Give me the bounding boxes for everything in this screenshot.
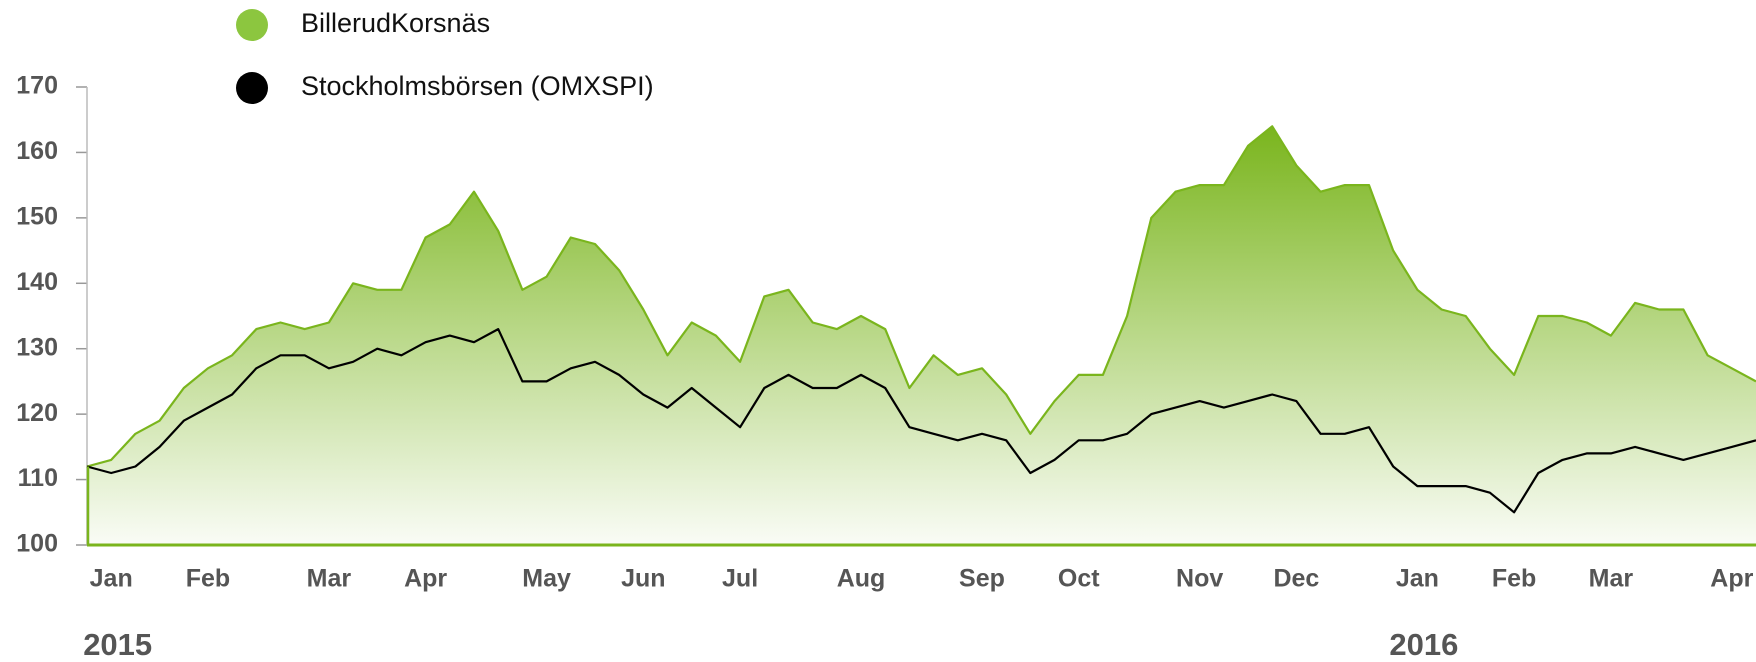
year-label: 2015 (83, 627, 152, 662)
y-tick-label: 140 (16, 268, 58, 296)
x-tick-label: Feb (1492, 565, 1536, 593)
year-label: 2016 (1389, 627, 1458, 662)
x-tick-label: Jun (621, 565, 665, 593)
y-tick-label: 150 (16, 202, 58, 230)
legend-swatch (236, 9, 268, 41)
y-tick-label: 110 (18, 464, 58, 492)
x-tick-label: Jul (722, 565, 758, 593)
legend-label: BillerudKorsnäs (301, 8, 490, 38)
legend-swatch (236, 72, 268, 104)
y-tick-label: 130 (16, 333, 58, 361)
line (86, 328, 1756, 514)
x-tick-label: Apr (404, 565, 447, 593)
x-tick-label: Mar (307, 565, 352, 593)
y-tick-label: 120 (16, 399, 58, 427)
x-tick-label: Nov (1176, 565, 1223, 593)
y-tick-label: 170 (16, 72, 58, 100)
y-tick-label: 160 (16, 137, 58, 165)
legend-label: Stockholmsbörsen (OMXSPI) (301, 71, 654, 101)
x-tick-label: May (522, 565, 571, 593)
line (86, 125, 1756, 468)
x-tick-label: Jan (90, 565, 133, 593)
x-tick-label: Aug (837, 565, 886, 593)
x-tick-label: Sep (959, 565, 1005, 593)
area (87, 126, 1756, 546)
x-tick-label: Apr (1710, 565, 1753, 593)
x-tick-label: Dec (1273, 565, 1319, 593)
x-tick-label: Mar (1589, 565, 1634, 593)
x-tick-label: Oct (1058, 565, 1100, 593)
x-tick-label: Jan (1396, 565, 1439, 593)
x-tick-label: Feb (186, 565, 230, 593)
y-tick-label: 100 (16, 530, 58, 558)
